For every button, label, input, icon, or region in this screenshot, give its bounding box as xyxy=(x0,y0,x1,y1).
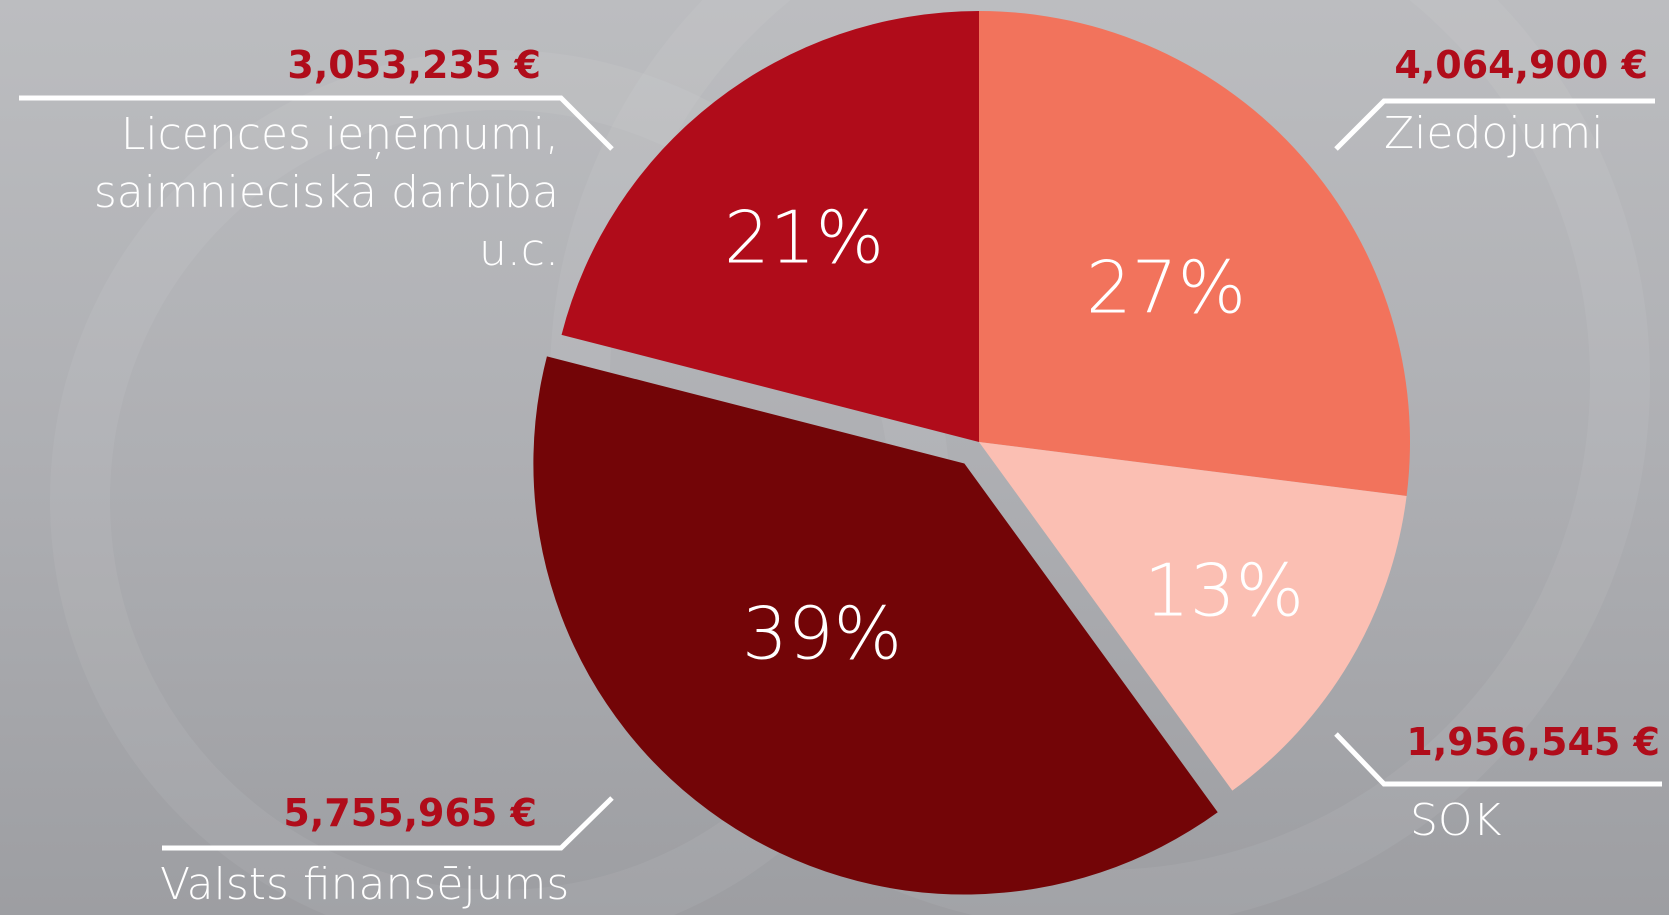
pie-slice xyxy=(533,356,1218,895)
category-label: Valsts finansējums xyxy=(160,859,570,910)
category-label: SOK xyxy=(1410,795,1502,846)
leader-line xyxy=(19,95,614,151)
leader-line xyxy=(1334,732,1662,787)
category-label: Licences ieņēmumi, saimnieciskā darbība … xyxy=(93,109,559,276)
percent-label: 27% xyxy=(1086,246,1246,330)
amount-label: 5,755,965 € xyxy=(283,791,537,835)
amount-label: 4,064,900 € xyxy=(1394,43,1648,87)
percent-label: 21% xyxy=(724,196,884,280)
leader-line xyxy=(162,796,614,851)
percent-label: 39% xyxy=(742,592,902,676)
percent-label: 13% xyxy=(1144,549,1304,633)
amount-label: 1,956,545 € xyxy=(1406,720,1660,764)
pie-slice xyxy=(561,10,979,443)
amount-label: 3,053,235 € xyxy=(287,43,541,87)
category-label: Ziedojumi xyxy=(1384,108,1604,159)
pie-slice xyxy=(979,11,1410,497)
pie-slice xyxy=(979,442,1407,791)
leader-line xyxy=(1334,98,1655,151)
